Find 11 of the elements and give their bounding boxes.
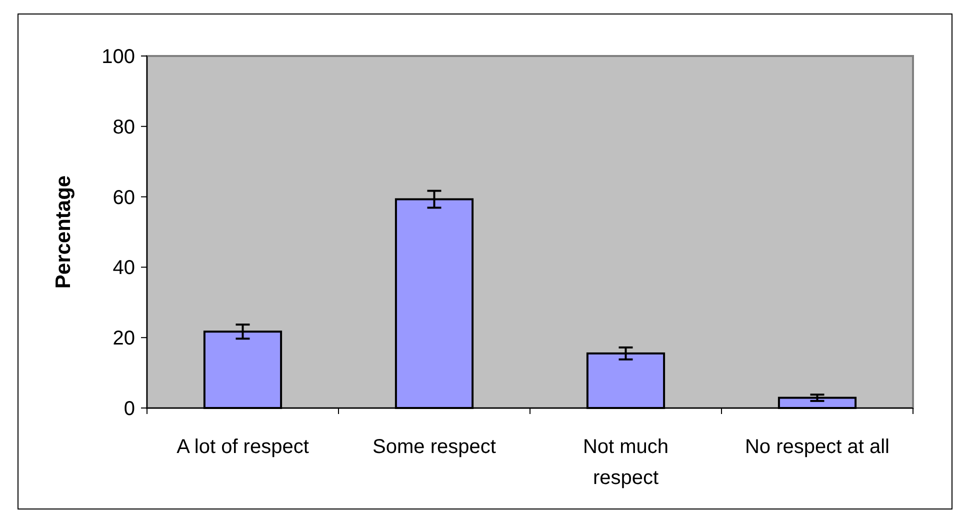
- x-tick-label: A lot of respect: [176, 436, 310, 458]
- x-tick-label: Some respect: [372, 436, 496, 458]
- y-tick-label: 100: [102, 46, 135, 68]
- y-tick-label: 0: [124, 398, 135, 420]
- y-axis-title: Percentage: [52, 175, 75, 289]
- x-tick-label: No respect at all: [744, 436, 890, 458]
- y-tick-label: 60: [112, 186, 135, 209]
- y-tick-label: 20: [112, 328, 135, 350]
- y-tick-label: 80: [112, 116, 135, 138]
- x-tick-label: Not much respect: [582, 436, 669, 489]
- y-tick-label: 40: [112, 257, 135, 280]
